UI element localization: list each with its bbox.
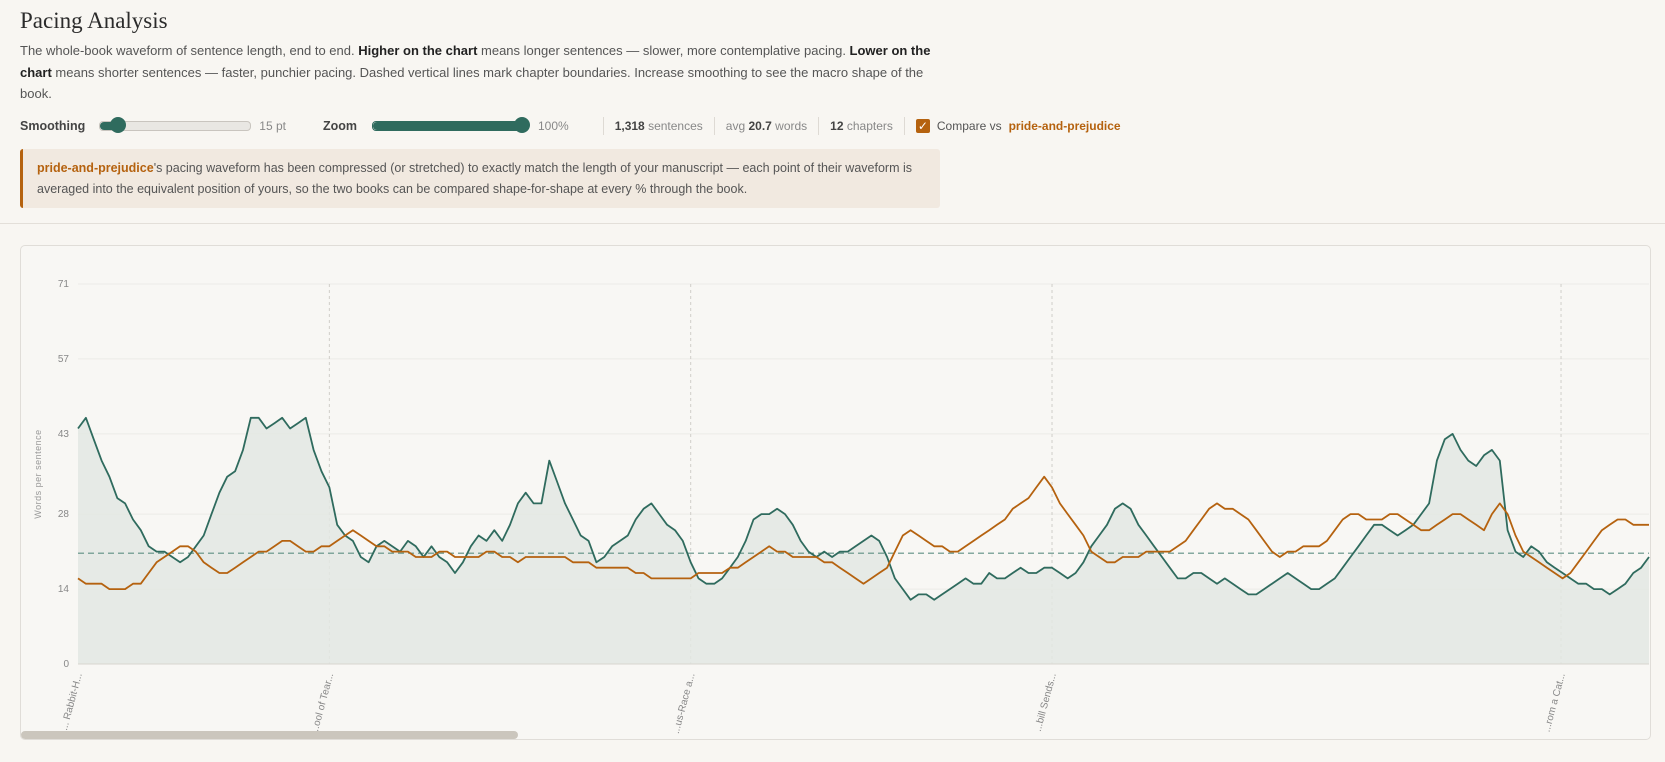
zoom-slider[interactable] (372, 117, 530, 133)
check-icon: ✓ (917, 119, 928, 133)
avg-stat: avg 20.7 words (726, 119, 807, 133)
compare-book-name[interactable]: pride-and-prejudice (1008, 119, 1121, 133)
chapter-label: ...bill Sends... (1033, 672, 1059, 733)
avg-words: 20.7 (748, 119, 772, 133)
chapter-label: ...rom a Cat... (1542, 672, 1568, 733)
zoom-slider-fill (373, 122, 523, 130)
avg-prefix: avg (725, 119, 749, 133)
divider (903, 117, 905, 135)
y-tick-label: 14 (58, 584, 70, 595)
horizontal-scrollbar[interactable] (21, 731, 518, 739)
zoom-value: 100% (538, 119, 569, 133)
avg-suffix: words (771, 119, 808, 133)
compare-checkbox[interactable]: ✓ (915, 119, 930, 133)
chapter-label: ... Rabbit-H... (59, 672, 85, 732)
section-divider (0, 223, 1665, 224)
controls-bar: Smoothing 15 pt Zoom 100% 1,318 sentence… (20, 116, 1121, 136)
y-tick-label: 28 (58, 509, 70, 520)
desc-part-2: means longer sentences — slower, more co… (477, 43, 850, 58)
smoothing-slider[interactable] (99, 117, 252, 133)
zoom-slider-thumb[interactable] (514, 117, 530, 133)
page-description: The whole-book waveform of sentence leng… (20, 40, 940, 105)
y-tick-label: 57 (58, 354, 70, 365)
sentences-label: sentences (644, 119, 703, 133)
desc-bold-2: Lower on the chart (20, 43, 931, 80)
compare-notice: pride-and-prejudice's pacing waveform ha… (20, 149, 940, 208)
chapter-label: ...us-Race a... (671, 672, 698, 735)
y-tick-label: 71 (58, 279, 70, 290)
y-tick-label: 43 (58, 429, 70, 440)
y-tick-label: 0 (63, 659, 69, 670)
zoom-label: Zoom (322, 119, 357, 133)
desc-bold-1: Higher on the chart (358, 43, 478, 58)
chapter-label: ...ool of Tear... (309, 672, 336, 735)
chapters-stat: 12 chapters (830, 119, 893, 133)
sentences-count: 1,318 (614, 119, 645, 133)
divider (602, 117, 604, 135)
notice-book: pride-and-prejudice (37, 161, 154, 175)
desc-part-3: means shorter sentences — faster, punchi… (20, 64, 924, 102)
smoothing-value: 15 pt (259, 119, 286, 133)
desc-part-1: The whole-book waveform of sentence leng… (20, 43, 359, 58)
pacing-chart-svg: 0 14 28 43 57 71 Words per sentence ... Rabbit-… (33, 279, 1650, 735)
series-line-1 (77, 475, 1649, 591)
divider (818, 117, 820, 135)
sentences-stat: 1,318 sentences (615, 119, 703, 133)
y-axis-label: Words per sentence (33, 429, 43, 518)
chapters-label: chapters (843, 119, 893, 133)
smoothing-slider-thumb[interactable] (110, 117, 127, 133)
divider (713, 117, 715, 135)
header: Pacing Analysis The whole-book waveform … (20, 6, 940, 105)
series-line-0 (77, 416, 1650, 601)
chapters-count: 12 (830, 119, 844, 133)
page-title: Pacing Analysis (20, 8, 168, 33)
smoothing-label: Smoothing (20, 119, 86, 133)
pacing-chart: 0 14 28 43 57 71 Words per sentence ... Rabbit-… (20, 245, 1651, 740)
compare-label: Compare vs (936, 119, 1002, 133)
notice-text: 's pacing waveform has been compressed (… (37, 161, 912, 196)
smoothing-slider-fill (100, 122, 119, 130)
